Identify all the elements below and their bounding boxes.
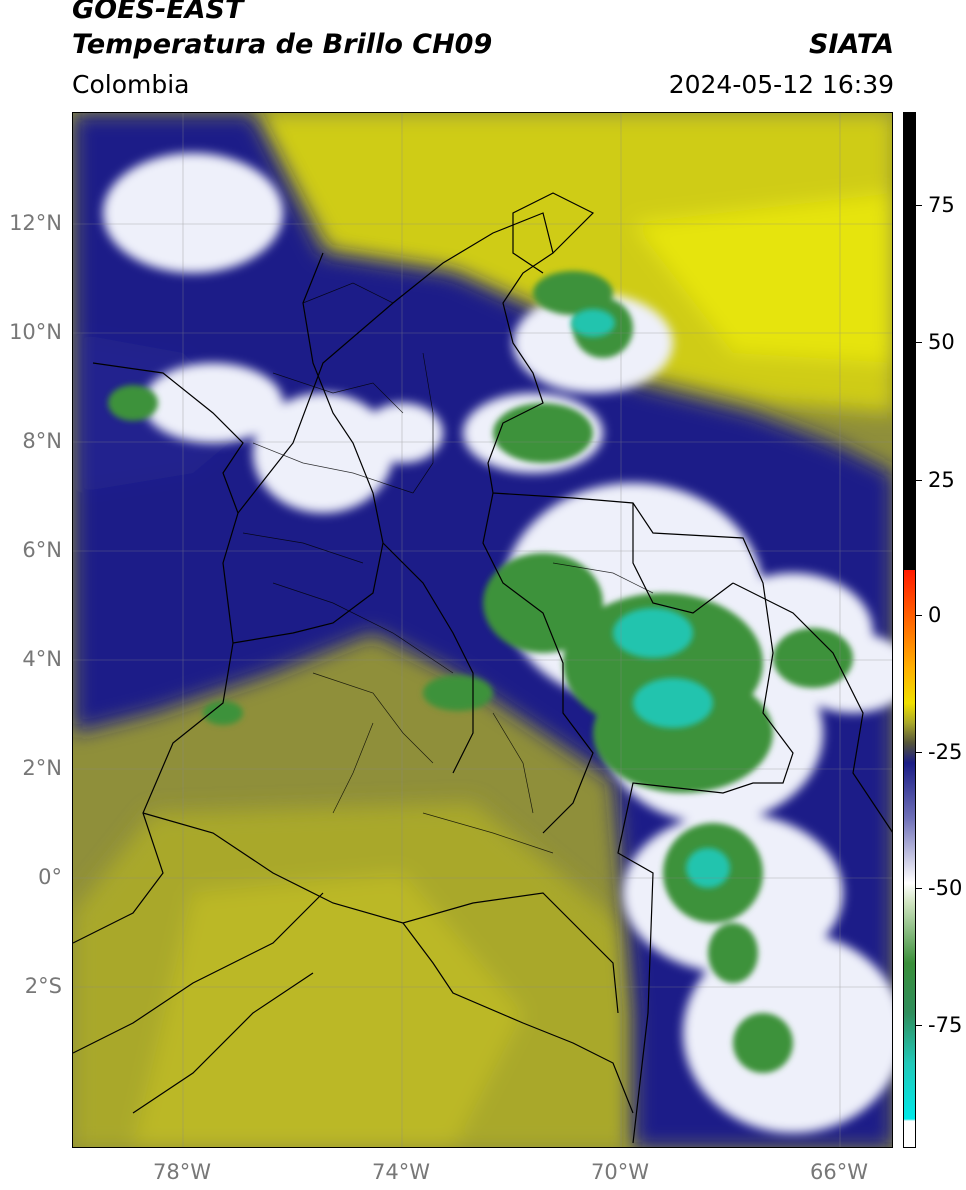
brand-label: SIATA bbox=[808, 29, 894, 60]
lat-label-2s: 2°S bbox=[24, 974, 62, 998]
lat-label-12n: 12°N bbox=[9, 211, 62, 235]
dry-air-region bbox=[73, 113, 892, 1147]
satellite-map[interactable] bbox=[72, 112, 893, 1148]
colorbar-mark bbox=[916, 205, 922, 206]
timestamp-label: 2024-05-12 16:39 bbox=[668, 70, 894, 99]
lat-label-10n: 10°N bbox=[9, 320, 62, 344]
colorbar-tick-0: 0 bbox=[928, 603, 942, 627]
graticule bbox=[73, 113, 892, 1147]
colorbar-mark bbox=[916, 1025, 922, 1026]
lon-label-70w: 70°W bbox=[591, 1160, 649, 1184]
colorbar-tick-minus25: -25 bbox=[928, 740, 963, 764]
country-borders bbox=[73, 192, 892, 1144]
lat-label-2n: 2°N bbox=[22, 756, 62, 780]
lat-label-8n: 8°N bbox=[22, 429, 62, 453]
lat-label-6n: 6°N bbox=[22, 538, 62, 562]
colorbar-mark bbox=[916, 480, 922, 481]
colorbar-tick-25: 25 bbox=[928, 468, 955, 492]
lon-label-78w: 78°W bbox=[153, 1160, 211, 1184]
region-label: Colombia bbox=[72, 70, 190, 99]
colorbar-tick-50: 50 bbox=[928, 330, 955, 354]
colorbar-mark bbox=[916, 615, 922, 616]
colorbar-mark bbox=[916, 888, 922, 889]
colorbar bbox=[903, 112, 916, 1148]
product-title: Temperatura de Brillo CH09 bbox=[72, 29, 493, 60]
colorbar-mark bbox=[916, 752, 922, 753]
satellite-title: GOES-EAST bbox=[72, 0, 244, 25]
lat-label-0: 0° bbox=[38, 865, 62, 889]
colorbar-tick-minus75: -75 bbox=[928, 1013, 963, 1037]
department-borders bbox=[242, 282, 654, 854]
colorbar-mark bbox=[916, 342, 922, 343]
map-canvas bbox=[73, 113, 892, 1147]
lon-label-74w: 74°W bbox=[372, 1160, 430, 1184]
lon-label-66w: 66°W bbox=[810, 1160, 868, 1184]
lat-label-4n: 4°N bbox=[22, 647, 62, 671]
colorbar-tick-minus50: -50 bbox=[928, 876, 963, 900]
colorbar-tick-75: 75 bbox=[928, 193, 955, 217]
